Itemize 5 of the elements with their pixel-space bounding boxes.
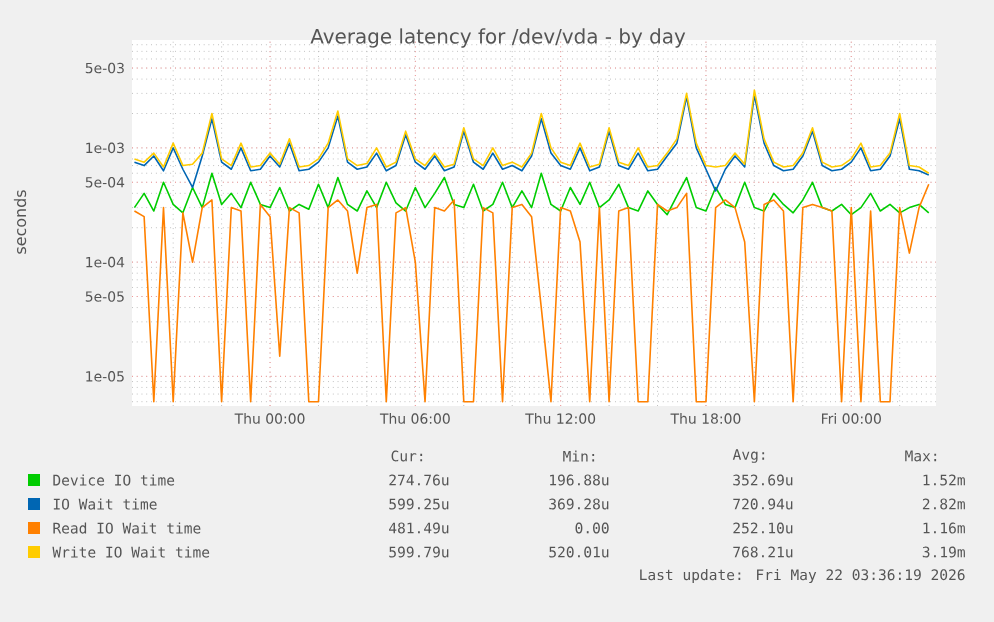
line-series <box>133 94 930 192</box>
chart-title: Average latency for /dev/vda - by day <box>310 28 686 48</box>
line-series <box>133 183 930 403</box>
line-series <box>133 89 930 175</box>
line-series <box>133 172 930 216</box>
